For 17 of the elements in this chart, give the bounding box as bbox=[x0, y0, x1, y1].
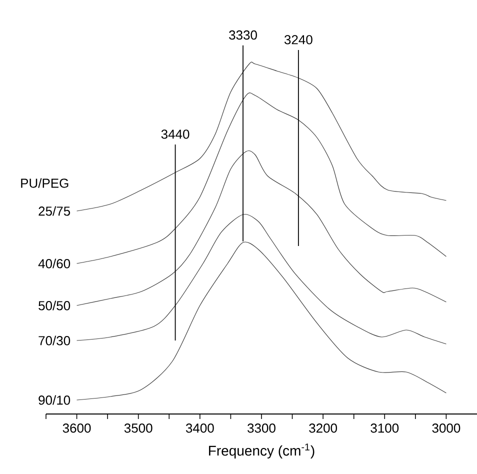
legend-title: PU/PEG bbox=[21, 178, 68, 188]
ref-line-label: 3330 bbox=[229, 30, 257, 40]
ref-line-label: 3440 bbox=[161, 130, 190, 139]
x-tick-label: 3600 bbox=[62, 424, 91, 433]
x-axis-title: Frequency (cm$^{-1}$) bbox=[209, 444, 314, 458]
x-tick-label: 3100 bbox=[370, 424, 399, 433]
series-label: 25/75 bbox=[38, 206, 70, 216]
ref-line-label: 3240 bbox=[284, 35, 312, 44]
series-label: 40/60 bbox=[38, 258, 70, 268]
series-label: 70/30 bbox=[38, 336, 70, 346]
x-tick-label: 3500 bbox=[124, 424, 152, 433]
x-tick-label: 3400 bbox=[186, 424, 214, 433]
series-label: 50/50 bbox=[38, 300, 70, 310]
x-tick-label: 3200 bbox=[309, 424, 338, 433]
x-tick-label: 3000 bbox=[432, 424, 460, 433]
series-label: 90/10 bbox=[38, 395, 70, 405]
x-tick-label: 3300 bbox=[248, 424, 276, 433]
